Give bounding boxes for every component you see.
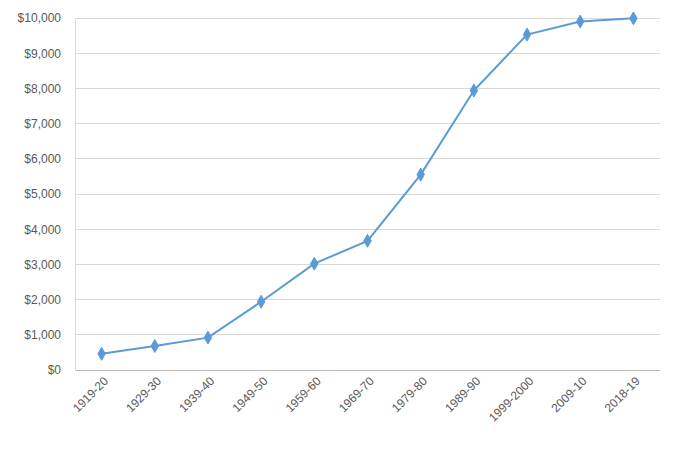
- y-tick-label: $0: [48, 363, 62, 377]
- y-tick: $4,000: [24, 223, 75, 237]
- x-tick-label: 1919-20: [70, 374, 111, 415]
- x-tick-label: 1979-80: [389, 374, 430, 415]
- y-tick: $5,000: [24, 187, 75, 201]
- y-tick-label: $4,000: [24, 223, 61, 237]
- y-tick: $7,000: [24, 117, 75, 131]
- y-tick: $6,000: [24, 152, 75, 166]
- x-tick: 1989-90: [442, 374, 483, 415]
- y-tick-label: $1,000: [24, 328, 61, 342]
- y-tick-label: $7,000: [24, 117, 61, 131]
- plot-area: $0 $1,000 $2,000 $3,000 $4,000 $5,000 $6,000 $7…: [18, 11, 661, 424]
- x-tick: 2009-10: [549, 374, 590, 415]
- grid-line: [75, 299, 660, 300]
- y-tick-label: $5,000: [24, 187, 61, 201]
- marker: [364, 234, 371, 247]
- grid-line: [75, 18, 660, 19]
- x-tick-label: 2009-10: [549, 374, 590, 415]
- grid-line: [75, 264, 660, 265]
- y-tick: $10,000: [18, 11, 75, 25]
- grid-line: [75, 53, 660, 54]
- x-tick-label: 1999-2000: [486, 374, 537, 425]
- x-tick: 1959-60: [283, 374, 324, 415]
- grid-line: [75, 194, 660, 195]
- marker: [311, 257, 318, 270]
- y-tick: $1,000: [24, 328, 75, 342]
- marker: [257, 295, 264, 308]
- chart: $0 $1,000 $2,000 $3,000 $4,000 $5,000 $6,000 $7…: [0, 0, 680, 451]
- x-tick-label: 1939-40: [176, 374, 217, 415]
- x-tick: 1929-30: [123, 374, 164, 415]
- x-tick-label: 2018-19: [602, 374, 643, 415]
- grid-line: [75, 88, 660, 89]
- y-tick-label: $3,000: [24, 258, 61, 272]
- x-tick: 1919-20: [70, 374, 111, 415]
- grid-line: [75, 158, 660, 159]
- x-tick-label: 1969-70: [336, 374, 377, 415]
- grid-line: [75, 229, 660, 230]
- marker: [577, 15, 584, 28]
- y-axis: $0 $1,000 $2,000 $3,000 $4,000 $5,000 $6,000 $7…: [18, 11, 76, 377]
- x-tick-label: 1989-90: [442, 374, 483, 415]
- marker: [470, 84, 477, 97]
- line: [102, 18, 634, 353]
- marker: [98, 347, 105, 360]
- y-tick: $3,000: [24, 258, 75, 272]
- grid: [75, 18, 660, 370]
- marker: [151, 340, 158, 353]
- x-tick: 1969-70: [336, 374, 377, 415]
- y-tick: $9,000: [24, 47, 75, 61]
- x-axis-line: [76, 370, 661, 371]
- marker: [204, 331, 211, 344]
- grid-line: [75, 123, 660, 124]
- x-tick: 1979-80: [389, 374, 430, 415]
- y-tick-label: $10,000: [18, 11, 62, 25]
- series: [98, 12, 637, 360]
- grid-line: [75, 370, 660, 371]
- y-tick-label: $6,000: [24, 152, 61, 166]
- y-axis-line: [75, 19, 76, 371]
- x-tick-label: 1949-50: [230, 374, 271, 415]
- y-tick-label: $8,000: [24, 82, 61, 96]
- y-tick: $0: [48, 363, 75, 377]
- y-tick-label: $2,000: [24, 293, 61, 307]
- x-tick: 1939-40: [176, 374, 217, 415]
- x-tick-label: 1929-30: [123, 374, 164, 415]
- grid-line: [75, 334, 660, 335]
- x-tick: 1999-2000: [486, 374, 537, 425]
- marker: [523, 28, 530, 41]
- y-tick: $8,000: [24, 82, 75, 96]
- y-tick: $2,000: [24, 293, 75, 307]
- y-tick-label: $9,000: [24, 47, 61, 61]
- marker: [417, 168, 424, 181]
- marker: [630, 12, 637, 25]
- x-tick: 1949-50: [230, 374, 271, 415]
- x-tick: 2018-19: [602, 374, 643, 415]
- x-tick-label: 1959-60: [283, 374, 324, 415]
- x-axis: 1919-20 1929-30 1939-40 1949-50 1959-60 1969-…: [70, 371, 661, 425]
